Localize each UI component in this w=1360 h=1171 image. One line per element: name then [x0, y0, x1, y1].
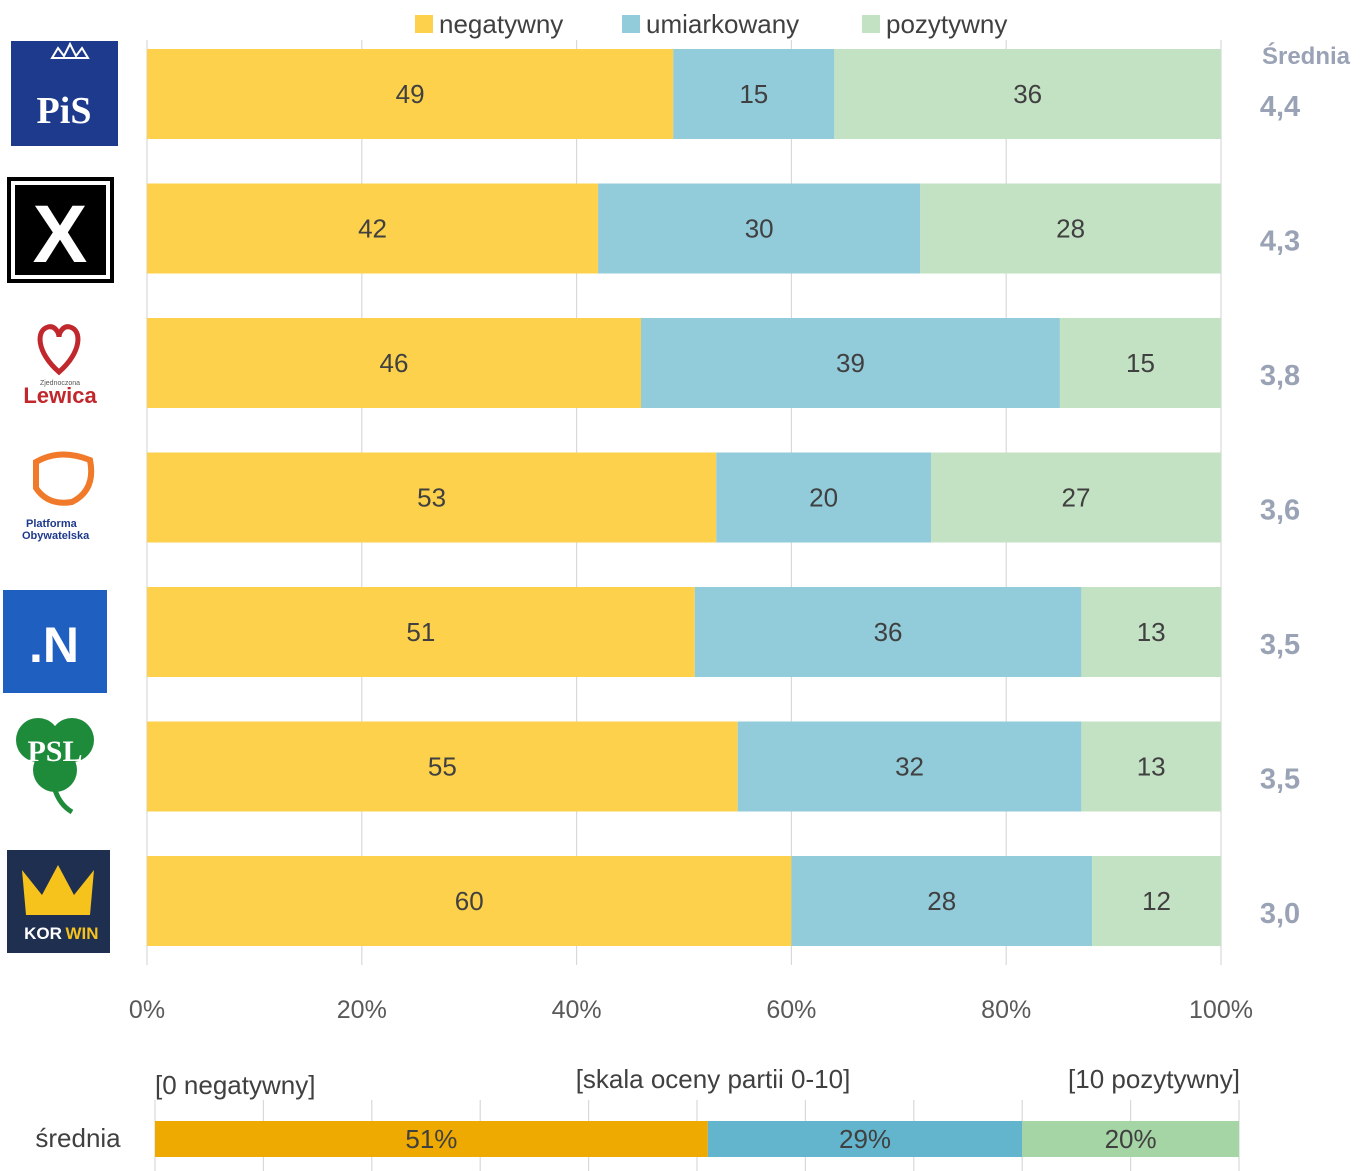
averages-column: Średnia 4,4 4,3 3,8 3,6 3,5 3,5 3,0: [1260, 42, 1351, 930]
legend-swatch: [415, 15, 433, 33]
legend-swatch: [862, 15, 880, 33]
bar-segment: [147, 587, 695, 677]
scale-left-label: [0 negatywny]: [155, 1070, 315, 1100]
legend: negatywny umiarkowany pozytywny: [415, 9, 1007, 39]
average-value: 4,4: [1260, 91, 1300, 123]
nowoczesna-logo: .N: [3, 590, 107, 693]
bar-value-label: 55: [428, 752, 457, 782]
pis-logo-text: PiS: [37, 90, 92, 132]
summary-segment-label: 29%: [839, 1124, 891, 1154]
bar-value-label: 42: [358, 214, 387, 244]
bar-value-label: 39: [836, 348, 865, 378]
korwin-logo-text-a: KOR: [24, 924, 62, 943]
bar-value-label: 60: [455, 886, 484, 916]
po-logo-line1: Platforma: [26, 518, 78, 530]
x-tick-label: 60%: [766, 996, 816, 1024]
x-tick-label: 0%: [129, 996, 165, 1024]
psl-logo-text: PSL: [27, 735, 82, 768]
bar-value-label: 13: [1137, 752, 1166, 782]
summary-segment: [1022, 1121, 1239, 1157]
average-value: 3,6: [1260, 495, 1300, 527]
bar-value-label: 49: [396, 79, 425, 109]
average-value: 3,0: [1260, 898, 1300, 930]
pis-logo: PiS: [11, 41, 118, 146]
x-tick-label: 100%: [1189, 996, 1253, 1024]
x-tick-label: 40%: [552, 996, 602, 1024]
bar-value-label: 51: [406, 617, 435, 647]
kukiz-logo-text: X: [33, 189, 88, 280]
bar-segment: [147, 183, 599, 274]
bar-segment: [641, 318, 1060, 408]
bar-segment: [147, 856, 792, 946]
bar-segment: [147, 452, 717, 543]
average-value: 4,3: [1260, 226, 1300, 258]
bar-segment: [1092, 856, 1221, 946]
bar-segment: [931, 452, 1221, 543]
lewica-logo-small: Zjednoczona: [40, 380, 80, 387]
summary-segment: [707, 1121, 1023, 1157]
scale-right-label: [10 pozytywny]: [1068, 1064, 1240, 1094]
x-tick-label: 80%: [981, 996, 1031, 1024]
bar-value-label: 28: [927, 886, 956, 916]
bar-value-label: 28: [1056, 214, 1085, 244]
lewica-logo: Zjednoczona Lewica: [23, 324, 97, 408]
bar-segment: [1059, 318, 1221, 408]
bar-value-label: 15: [1126, 348, 1155, 378]
bar-value-label: 30: [745, 214, 774, 244]
scale-center-label: [skala oceny partii 0-10]: [576, 1064, 851, 1094]
bar-value-label: 53: [417, 483, 446, 513]
average-value: 3,8: [1260, 360, 1300, 392]
legend-swatch: [622, 15, 640, 33]
bar-segment: [834, 49, 1221, 139]
bar-segment: [1081, 721, 1221, 812]
bars: 49 15 36 42 30 28 46 39 15 53 20 27 51 36 13 55 32 13 60 28…: [147, 49, 1221, 946]
bar-value-label: 15: [739, 79, 768, 109]
po-logo-line2: Obywatelska: [22, 530, 90, 542]
psl-logo: PSL: [16, 718, 94, 815]
summary-bar: 51% 29% 20% średnia [0 negatywny] [skala ocen…: [35, 1064, 1240, 1171]
kukiz-logo: X: [7, 177, 114, 283]
bar-segment: [147, 49, 674, 139]
bar-segment: [716, 452, 932, 543]
bar-segment: [791, 856, 1093, 946]
bar-segment: [147, 318, 642, 408]
legend-label: umiarkowany: [646, 9, 799, 39]
summary-segment: [155, 1121, 708, 1157]
korwin-logo: KOR WIN: [7, 850, 110, 953]
bar-segment: [920, 183, 1221, 274]
bar-segment: [1081, 587, 1221, 677]
korwin-logo-text-b: WIN: [65, 924, 98, 943]
summary-segment-label: 51%: [405, 1124, 457, 1154]
bar-segment: [598, 183, 921, 274]
summary-segment-label: 20%: [1105, 1124, 1157, 1154]
legend-label: pozytywny: [886, 9, 1007, 39]
nowoczesna-logo-text: .N: [29, 617, 79, 673]
average-value: 3,5: [1260, 764, 1300, 796]
bar-segment: [147, 721, 738, 812]
bar-value-label: 36: [874, 617, 903, 647]
bar-value-label: 27: [1062, 483, 1091, 513]
logos: PiS X Zjednoczona Lewica Platforma Obywa…: [3, 41, 118, 953]
average-header: Średnia: [1262, 42, 1351, 70]
bar-segment: [694, 587, 1082, 677]
bar-value-label: 12: [1142, 886, 1171, 916]
bar-value-label: 36: [1013, 79, 1042, 109]
po-logo: Platforma Obywatelska: [22, 451, 95, 542]
bar-value-label: 20: [809, 483, 838, 513]
average-value: 3,5: [1260, 629, 1300, 661]
bar-value-label: 46: [380, 348, 409, 378]
summary-label: średnia: [35, 1123, 121, 1153]
legend-label: negatywny: [439, 9, 563, 39]
bar-value-label: 32: [895, 752, 924, 782]
bar-segment: [737, 721, 1082, 812]
x-tick-label: 20%: [337, 996, 387, 1024]
bar-value-label: 13: [1137, 617, 1166, 647]
bar-segment: [673, 49, 835, 139]
x-axis-ticks: 0% 20% 40% 60% 80% 100%: [129, 996, 1253, 1024]
lewica-logo-text: Lewica: [23, 383, 97, 408]
